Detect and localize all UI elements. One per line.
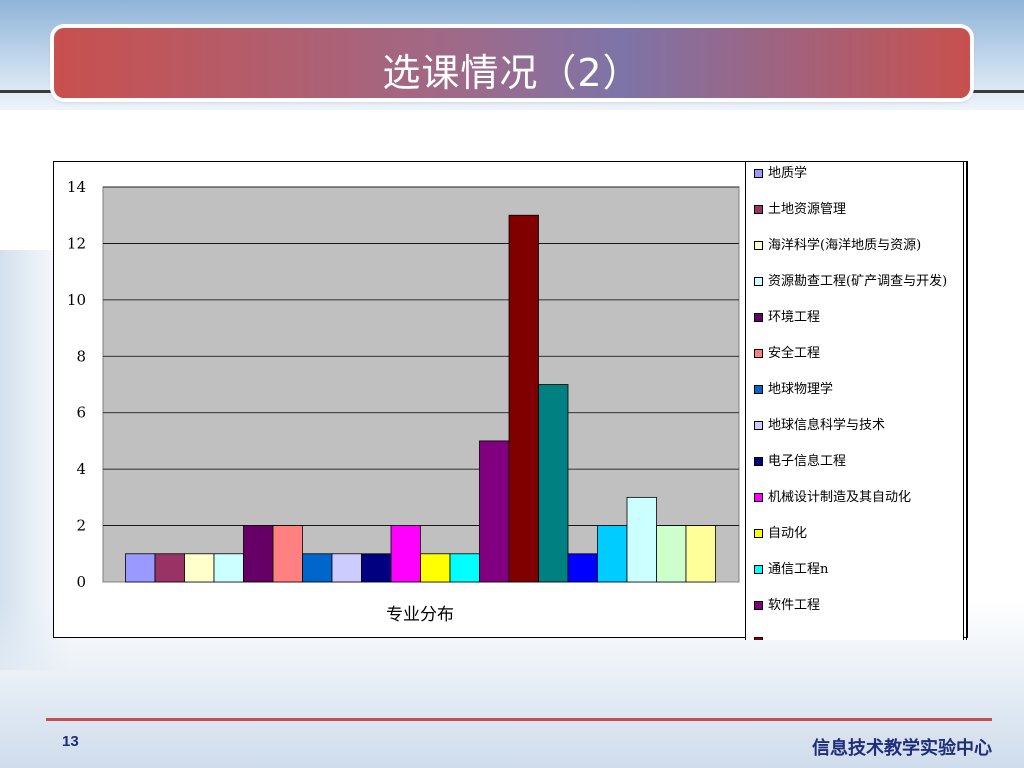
title-rule-left	[0, 90, 54, 93]
legend-label: 通信工程n	[768, 562, 829, 577]
legend-border	[966, 162, 967, 640]
bar	[125, 553, 156, 583]
y-tick-label: 8	[76, 347, 86, 365]
page-number: 13	[62, 733, 79, 750]
bar	[361, 553, 392, 583]
slide-title: 选课情况（2）	[382, 51, 642, 95]
footer-org-name: 信息技术教学实验中心	[812, 738, 992, 759]
legend-item: 海洋科学(海洋地质与资源)	[754, 238, 959, 253]
legend-swatch	[754, 349, 763, 358]
legend-label: 地球信息科学与技术	[768, 418, 886, 433]
footer-rule	[46, 718, 992, 721]
legend-label: 环境工程	[768, 310, 821, 325]
title-bar: 选课情况（2）	[54, 28, 970, 98]
legend-item: 地质学	[754, 166, 959, 181]
y-tick-label: 6	[76, 404, 86, 422]
bar	[567, 553, 598, 583]
legend-swatch	[754, 457, 763, 466]
y-tick-label: 10	[67, 291, 86, 309]
x-axis-title: 专业分布	[386, 605, 454, 625]
bar	[243, 525, 274, 583]
y-tick-label: 4	[76, 460, 86, 478]
legend-swatch	[754, 493, 763, 502]
title-rule-right	[970, 90, 1024, 93]
bar	[154, 553, 185, 583]
legend-label: 自动化	[768, 526, 808, 541]
legend-swatch	[754, 637, 763, 640]
legend-label: 土地资源管理	[768, 202, 847, 217]
legend-item: 通信工程n	[754, 562, 959, 577]
legend-swatch	[754, 169, 763, 178]
bar	[390, 525, 421, 583]
legend-swatch	[754, 205, 763, 214]
legend-swatch	[754, 385, 763, 394]
bar	[685, 525, 716, 583]
bar	[449, 553, 480, 583]
y-tick-label: 14	[67, 178, 86, 196]
legend-item: 环境工程	[754, 310, 959, 325]
bar	[420, 553, 451, 583]
bar	[626, 496, 657, 583]
legend-swatch	[754, 529, 763, 538]
y-tick-label: 12	[67, 234, 86, 252]
legend-item: 电子信息工程	[754, 454, 959, 469]
bar	[538, 384, 569, 583]
legend-label: 地质学	[768, 166, 808, 181]
legend-swatch	[754, 601, 763, 610]
legend-swatch	[754, 565, 763, 574]
bar	[213, 553, 244, 583]
bar	[656, 525, 687, 583]
legend-item: 自动化	[754, 526, 959, 541]
bar	[184, 553, 215, 583]
legend-label: 资源勘查工程(矿产调查与开发)	[768, 274, 948, 289]
legend-item: 安全工程	[754, 346, 959, 361]
legend-label: 机械设计制造及其自动化	[768, 490, 912, 505]
y-tick-label: 0	[76, 573, 86, 591]
legend-item: 土地资源管理	[754, 202, 959, 217]
bar	[479, 440, 510, 583]
legend-label: 电子信息工程	[768, 454, 847, 469]
bar	[597, 525, 628, 583]
legend-item: 资源勘查工程(矿产调查与开发)	[754, 274, 959, 289]
legend-swatch	[754, 277, 763, 286]
legend-item: 机械设计制造及其自动化	[754, 490, 959, 505]
bar	[331, 553, 362, 583]
bar	[508, 214, 539, 583]
bar	[302, 553, 333, 583]
legend-swatch	[754, 313, 763, 322]
chart-legend: 地质学土地资源管理海洋科学(海洋地质与资源) 资源勘查工程(矿产调查与开发) 环境工…	[745, 162, 964, 640]
legend-label: 安全工程	[768, 346, 821, 361]
bar	[272, 525, 303, 583]
y-tick-label: 2	[76, 517, 86, 535]
legend-item: 地球信息科学与技术	[754, 418, 959, 433]
legend-item: 软件工程	[754, 598, 959, 613]
legend-label: 海洋科学(海洋地质与资源)	[768, 238, 922, 253]
legend-swatch	[754, 421, 763, 430]
legend-label: 地球物理学	[768, 382, 834, 397]
legend-label: 软件工程	[768, 598, 821, 613]
legend-item: 地球物理学	[754, 382, 959, 397]
legend-swatch	[754, 241, 763, 250]
